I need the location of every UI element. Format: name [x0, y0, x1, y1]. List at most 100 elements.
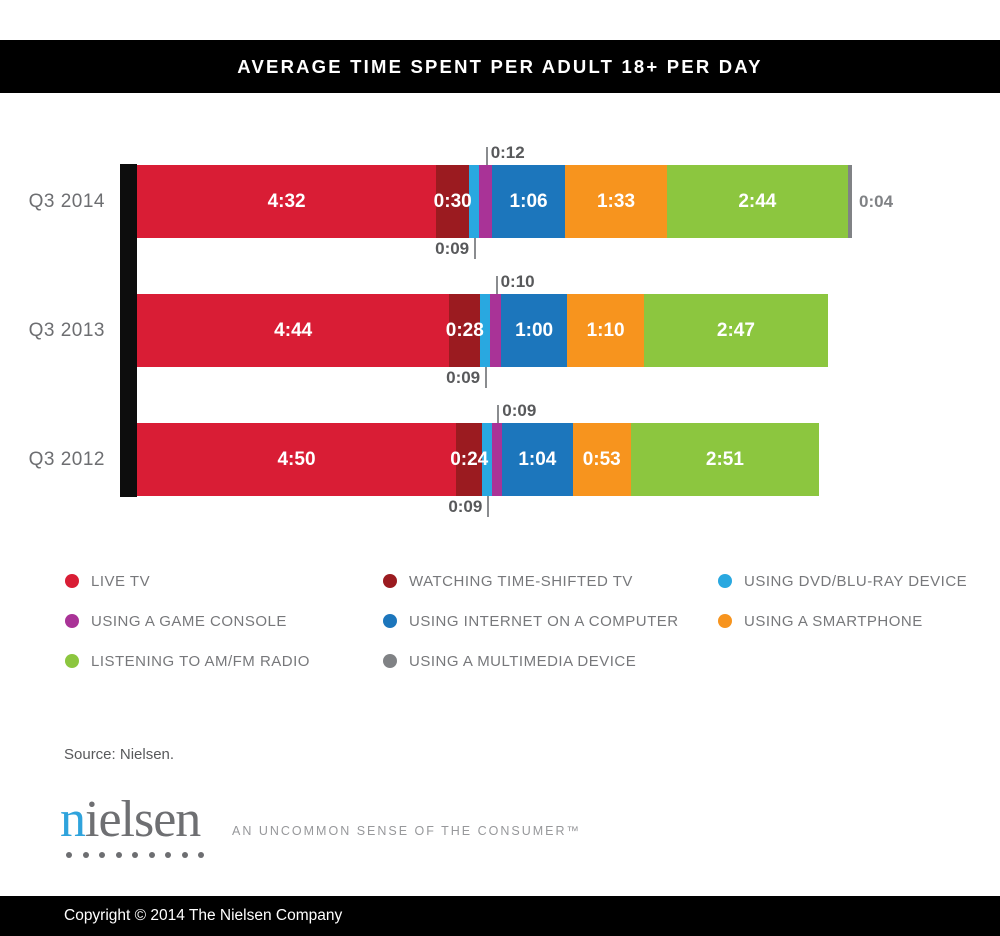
copyright-text: Copyright © 2014 The Nielsen Company [64, 907, 343, 924]
segment-value-label: 4:44 [274, 319, 313, 341]
bar-row: 4:44 0:28 1:00 1:10 2:47 [137, 294, 828, 367]
chart-title: AVERAGE TIME SPENT PER ADULT 18+ PER DAY [237, 55, 763, 77]
segment-value-label: 1:10 [586, 319, 625, 341]
bar-segment-live_tv: 4:50 [137, 423, 456, 496]
annotation-value-label: 0:09 [448, 497, 483, 516]
segment-value-label: 1:06 [509, 190, 548, 212]
segment-value-label: 1:04 [518, 448, 557, 470]
legend-dot-icon [383, 614, 397, 628]
logo-dot [165, 852, 171, 858]
wordmark-first-letter: n [60, 791, 86, 848]
logo-dot [115, 852, 122, 858]
logo-dots [66, 852, 204, 858]
logo-dot [148, 852, 155, 858]
legend-dot-icon [65, 654, 79, 668]
legend-dot-icon [383, 654, 397, 668]
legend-label: USING DVD/BLU-RAY DEVICE [744, 572, 968, 590]
bar-segment-smartphone: 1:33 [564, 165, 668, 238]
bar-segment-live_tv: 4:32 [137, 165, 437, 238]
annotation-value-label: 0:09 [502, 401, 537, 420]
legend-item-internet_computer: USING INTERNET ON A COMPUTER [383, 601, 718, 641]
legend-label: USING A SMARTPHONE [744, 612, 923, 630]
segment-value-label: 4:50 [277, 448, 316, 470]
nielsen-logo: nielsen [60, 794, 204, 858]
bar-segment-time_shifted_tv: 0:28 [446, 294, 484, 367]
bar-segment-internet_computer: 1:04 [502, 423, 573, 496]
logo-dot [99, 852, 105, 858]
legend-dot-icon [65, 574, 79, 588]
bar-segment-live_tv: 4:44 [137, 294, 450, 367]
segment-value-label: 2:51 [705, 448, 744, 470]
legend-item-dvd_bluray: USING DVD/BLU-RAY DEVICE [718, 561, 985, 601]
row-label: Q3 2014 [28, 191, 105, 212]
legend-label: USING A MULTIMEDIA DEVICE [409, 652, 637, 670]
annotation-tick [495, 276, 498, 294]
annotation-tick [497, 405, 500, 423]
annotation-value-label: 0:09 [435, 239, 470, 258]
legend-item-radio: LISTENING TO AM/FM RADIO [65, 641, 383, 681]
bar-segment-dvd_bluray [482, 423, 493, 496]
legend-label: USING INTERNET ON A COMPUTER [409, 612, 679, 630]
bar-segment-smartphone: 0:53 [572, 423, 631, 496]
annotation-tick [485, 367, 488, 388]
segment-value-label: 1:00 [515, 319, 554, 341]
bar-segment-internet_computer: 1:00 [501, 294, 568, 367]
bar-segment-radio: 2:44 [667, 165, 848, 238]
legend-label: LISTENING TO AM/FM RADIO [91, 652, 310, 670]
legend-dot-icon [383, 574, 397, 588]
segment-value-label: 0:53 [582, 448, 621, 470]
source-note: Source: Nielsen. [64, 746, 175, 763]
logo-dot [66, 852, 72, 858]
legend-item-live_tv: LIVE TV [65, 561, 383, 601]
segment-value-label: 4:32 [267, 190, 306, 212]
segment-value-label: 2:44 [738, 190, 777, 212]
segment-value-label: 0:24 [450, 448, 489, 470]
logo-dot [181, 852, 188, 858]
bar-segment-multimedia_device [847, 165, 852, 238]
bar-segment-game_console [479, 165, 493, 238]
bar-segment-game_console [490, 294, 502, 367]
title-band: AVERAGE TIME SPENT PER ADULT 18+ PER DAY [0, 40, 1000, 93]
nielsen-wordmark: nielsen [60, 794, 204, 846]
legend-item-smartphone: USING A SMARTPHONE [718, 601, 985, 641]
segment-value-label: 2:47 [716, 319, 755, 341]
legend-dot-icon [718, 574, 732, 588]
legend-label: LIVE TV [91, 572, 151, 590]
annotation-tick [474, 238, 477, 259]
bar-segment-radio: 2:51 [630, 423, 819, 496]
bar-segment-radio: 2:47 [644, 294, 828, 367]
annotation-value-label: 0:12 [490, 143, 525, 162]
bar-segment-time_shifted_tv: 0:30 [433, 165, 472, 238]
legend-label: WATCHING TIME-SHIFTED TV [409, 572, 633, 590]
logo-dot [132, 852, 138, 858]
legend-item-multimedia_device: USING A MULTIMEDIA DEVICE [383, 641, 718, 681]
annotation-value-label: 0:09 [446, 368, 481, 387]
bar-segment-smartphone: 1:10 [567, 294, 645, 367]
bar-segment-dvd_bluray [480, 294, 491, 367]
wordmark-rest: ielsen [85, 791, 201, 848]
bar-segment-game_console [492, 423, 503, 496]
segment-value-label: 0:30 [433, 190, 472, 212]
bar-segment-dvd_bluray [469, 165, 480, 238]
annotation-tick [487, 496, 490, 517]
logo-dot [82, 852, 89, 858]
stacked-bar-chart: Q3 2014 4:32 0:30 1:06 1:33 2:44 0:09 0:12 0:04 Q… [28, 143, 894, 517]
row-label: Q3 2012 [28, 449, 105, 470]
footer-band: Copyright © 2014 The Nielsen Company [0, 896, 1000, 936]
legend-dot-icon [65, 614, 79, 628]
legend: LIVE TV WATCHING TIME-SHIFTED TV USING DVD… [65, 561, 985, 681]
bar-end-value-label: 0:04 [859, 192, 894, 211]
segment-value-label: 0:28 [445, 319, 484, 341]
segment-value-label: 1:33 [596, 190, 636, 212]
bar-row: 4:32 0:30 1:06 1:33 2:44 [137, 165, 852, 238]
legend-label: USING A GAME CONSOLE [91, 612, 287, 630]
bar-segment-time_shifted_tv: 0:24 [450, 423, 488, 496]
logo-dot [198, 852, 204, 858]
y-axis-bar [120, 164, 137, 497]
bar-row: 4:50 0:24 1:04 0:53 2:51 [137, 423, 819, 496]
legend-item-time_shifted_tv: WATCHING TIME-SHIFTED TV [383, 561, 718, 601]
brand-tagline: AN UNCOMMON SENSE OF THE CONSUMER™ [232, 824, 582, 838]
bar-segment-internet_computer: 1:06 [492, 165, 565, 238]
legend-item-game_console: USING A GAME CONSOLE [65, 601, 383, 641]
